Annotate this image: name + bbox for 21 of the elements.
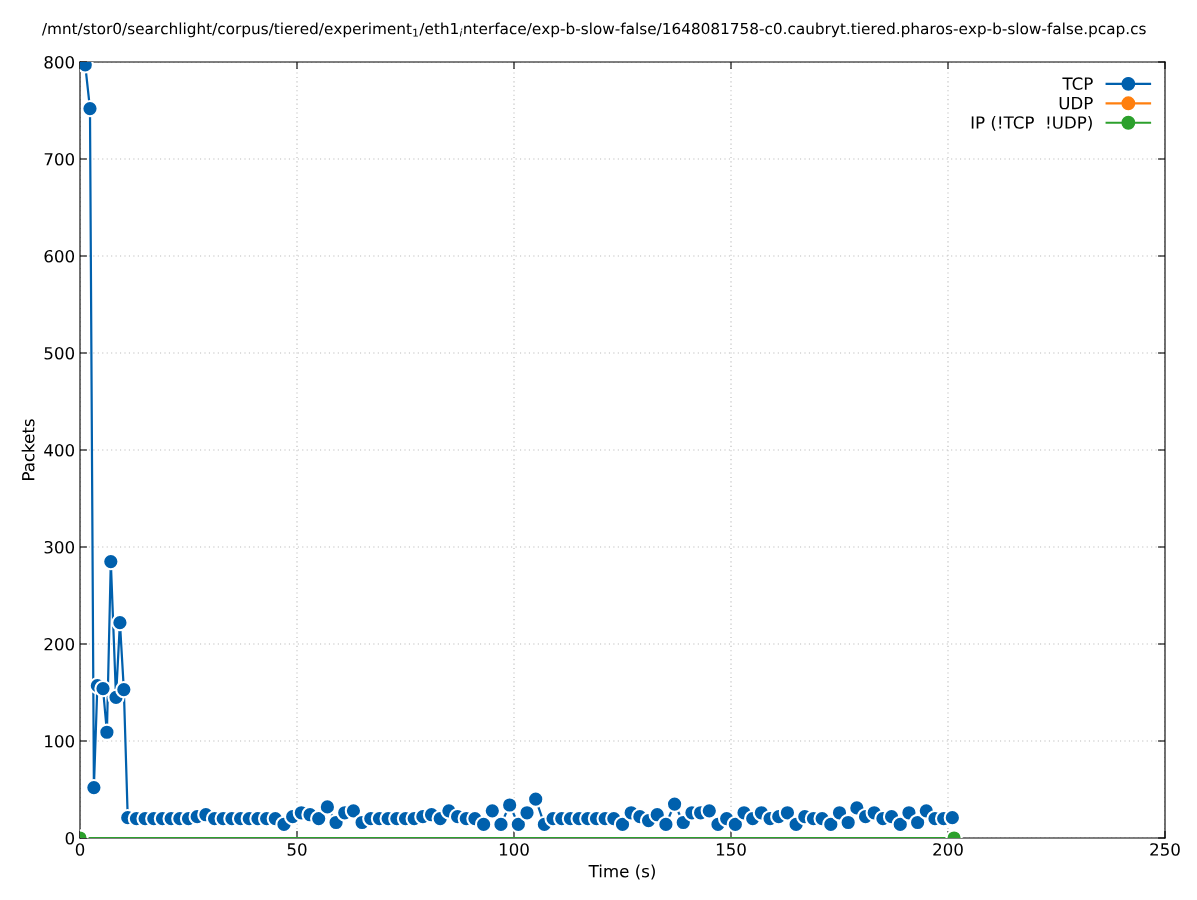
x-tick-label: 100	[499, 843, 529, 856]
y-tick-label: 800	[44, 55, 75, 69]
x-tick-label: 50	[287, 843, 307, 856]
y-axis-title: Packets	[21, 419, 35, 480]
legend-label: UDP	[1059, 96, 1093, 110]
x-tick-label: 150	[716, 843, 746, 856]
y-tick-label: 300	[44, 540, 75, 554]
y-tick-label: 100	[45, 734, 75, 748]
y-tick-label: 500	[44, 346, 75, 360]
y-tick-label: 600	[44, 249, 75, 263]
y-tick-label: 400	[44, 443, 75, 457]
y-tick-label: 0	[65, 831, 75, 845]
y-tick-label: 700	[44, 152, 75, 166]
x-tick-label: 250	[1150, 843, 1180, 856]
legend-label: TCP	[1062, 77, 1093, 90]
x-tick-label: 0	[75, 843, 85, 856]
chart-title: /mnt/stor0/searchlight/corpus/tiered/experiment$_{1}$/eth1$_{i}$nterface/exp-b-slow-false/1648081758-c0.caubryt.tiered.pharos-exp-b-slow-false.pcap.cs	[41, 22, 1146, 38]
legend-label: IP (!TCP !UDP)	[971, 115, 1092, 131]
x-tick-label: 200	[933, 843, 963, 856]
y-tick-label: 200	[44, 637, 75, 651]
x-axis-title: Time (s)	[588, 864, 655, 880]
